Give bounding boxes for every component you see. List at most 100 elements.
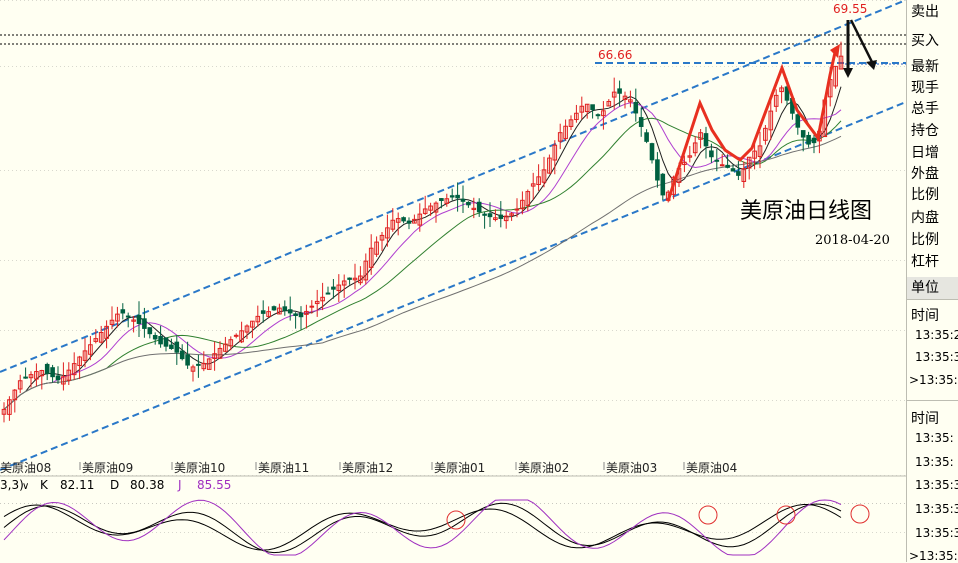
candle-body: [579, 105, 585, 113]
candle-body: [55, 375, 61, 381]
unit-label: 单位: [911, 280, 939, 296]
candle-body: [104, 325, 109, 339]
x-axis-label: 美原油04: [686, 461, 737, 475]
candle-body: [320, 296, 325, 302]
candle-body: [66, 369, 72, 381]
candle-body: [800, 130, 806, 138]
candle-body: [255, 315, 261, 323]
candle-body: [314, 300, 320, 305]
candle-body: [347, 277, 352, 280]
x-axis-label: 美原油09: [82, 461, 133, 475]
candle-body: [185, 354, 190, 366]
candle-body: [266, 311, 271, 317]
candle-body: [736, 171, 741, 176]
candle-body: [644, 132, 649, 142]
candle-body: [449, 195, 455, 198]
j-line: [3, 499, 842, 556]
kdj-dropdown-icon[interactable]: ∨: [22, 481, 29, 492]
candle-body: [487, 213, 493, 218]
candle-body: [201, 362, 207, 370]
candle-body: [606, 100, 612, 107]
candle-body: [244, 325, 250, 333]
candle-body: [520, 199, 525, 210]
j-label: J: [177, 478, 182, 492]
sell-label: 卖出: [911, 4, 939, 20]
upper-channel-line: [0, 0, 907, 373]
candle-body: [385, 227, 390, 239]
candle-body: [28, 374, 34, 379]
candle-body: [763, 127, 768, 141]
candle-body: [493, 217, 498, 221]
d-line: [3, 504, 842, 551]
candle-body: [806, 134, 811, 145]
candle-body: [638, 117, 644, 127]
candle-body: [395, 218, 401, 223]
candle-body: [341, 280, 347, 286]
candle-body: [601, 110, 606, 117]
candle-body: [725, 164, 730, 168]
candle-body: [233, 334, 239, 337]
candle-body: [412, 218, 417, 224]
candle-body: [687, 155, 693, 158]
candle-body: [336, 284, 342, 292]
time-row: 13:35:3: [915, 526, 958, 540]
j-value: 85.55: [197, 478, 231, 492]
candle-body: [719, 164, 725, 167]
grid: [0, 0, 906, 533]
red-arrow-head: [830, 44, 840, 58]
candle-body: [563, 125, 568, 139]
candle-body: [628, 99, 633, 103]
candle-body: [757, 145, 763, 158]
time-row: 13:35:3: [915, 502, 958, 516]
resistance-value: 66.66: [598, 48, 632, 62]
candle-body: [455, 194, 460, 199]
time-row: 13:35:: [915, 431, 954, 445]
candle-body: [466, 201, 471, 206]
candle-body: [1, 408, 7, 415]
divider: [907, 299, 958, 300]
candle-body: [34, 371, 39, 380]
k-label: K: [40, 478, 49, 492]
ratio-label-2: 比例: [911, 232, 939, 248]
candle-body: [374, 241, 379, 255]
candle-body: [293, 313, 298, 317]
chart-title: 美原油日线图: [740, 199, 872, 224]
candle-body: [120, 309, 126, 314]
candle-body: [77, 356, 82, 367]
down-arrow-head-1: [843, 68, 853, 78]
x-axis-label: 美原油01: [434, 461, 485, 475]
candle-body: [444, 198, 450, 204]
candle-body: [115, 313, 120, 322]
candle-body: [568, 119, 574, 127]
candle-body: [163, 337, 169, 347]
candle-body: [17, 380, 23, 390]
candle-body: [811, 137, 817, 144]
candle-body: [282, 306, 288, 311]
candle-body: [406, 220, 412, 224]
down-arrow-2: [849, 19, 874, 63]
candle-body: [779, 87, 784, 93]
candle-body: [746, 156, 752, 169]
candle-body: [617, 88, 622, 94]
candle-body: [131, 319, 136, 322]
candle-body: [422, 208, 428, 214]
ma20-line: [3, 117, 842, 410]
kdj-highlight-circle: [446, 510, 466, 530]
candle-body: [98, 332, 104, 343]
candle-body: [439, 198, 444, 202]
candle-body: [428, 205, 433, 211]
chart-date: 2018-04-20: [815, 233, 890, 248]
ratio-label-1: 比例: [911, 187, 939, 203]
candle-body: [260, 310, 266, 314]
candle-body: [125, 315, 131, 318]
candle-body: [541, 169, 547, 183]
candle-body: [574, 112, 579, 121]
time-row: 13:35:3: [915, 350, 958, 364]
candle-body: [795, 114, 801, 128]
candle-body: [547, 157, 552, 174]
time-header-2: 时间: [911, 411, 939, 427]
outer-label: 外盘: [911, 166, 939, 182]
kdj-highlight-circle: [776, 505, 796, 525]
candle-body: [142, 318, 147, 329]
